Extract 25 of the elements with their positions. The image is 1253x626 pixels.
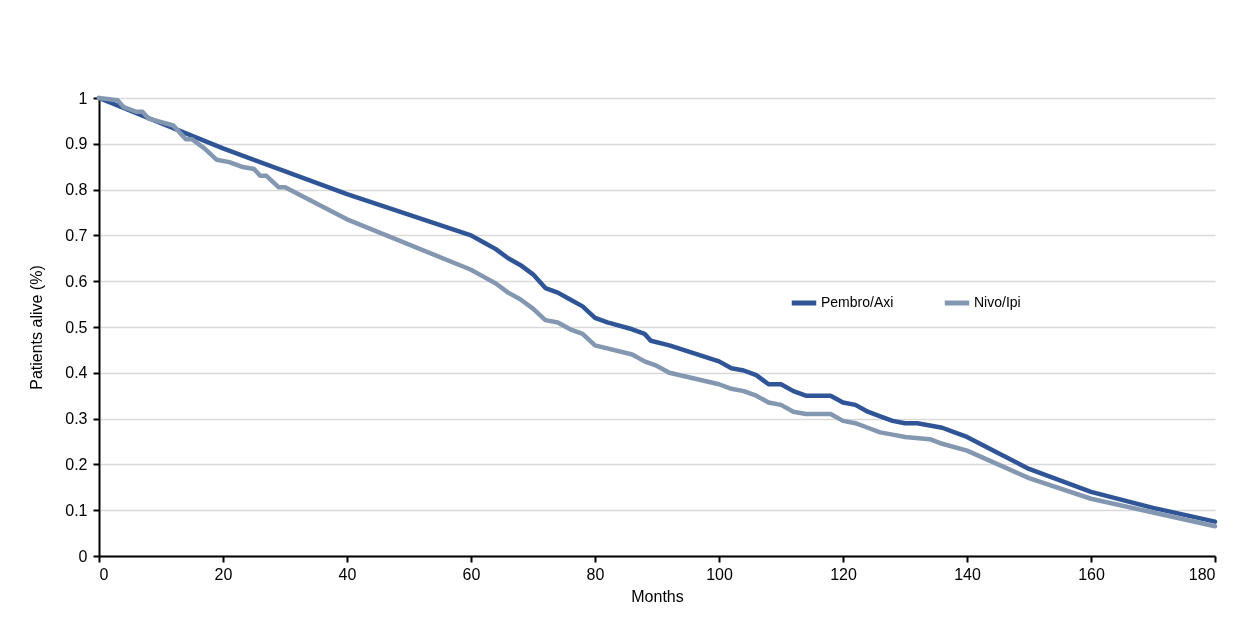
x-tick-label: 80 xyxy=(586,565,605,583)
x-axis-title: Months xyxy=(631,587,684,605)
y-tick-label: 0.4 xyxy=(65,364,88,382)
x-tick-label: 120 xyxy=(830,565,857,583)
y-tick-label: 0.6 xyxy=(65,272,88,290)
y-tick-label: 1 xyxy=(78,89,88,107)
y-tick-label: 0.7 xyxy=(65,226,88,244)
y-tick-label: 0 xyxy=(78,547,88,565)
y-tick-label: 0.5 xyxy=(65,318,88,336)
x-tick-label: 60 xyxy=(462,565,481,583)
legend-label: Nivo/Ipi xyxy=(974,294,1021,310)
x-tick-label: 180 xyxy=(1188,565,1216,583)
y-tick-label: 0.8 xyxy=(65,181,88,199)
y-tick-label: 0.1 xyxy=(65,501,88,519)
x-tick-label: 160 xyxy=(1078,565,1105,583)
x-tick-label: 40 xyxy=(338,565,357,583)
x-tick-label: 100 xyxy=(706,565,733,583)
x-tick-label: 20 xyxy=(214,565,233,583)
y-tick-label: 0.3 xyxy=(65,410,88,428)
y-tick-label: 0.9 xyxy=(65,135,88,153)
legend-label: Pembro/Axi xyxy=(821,294,894,310)
x-tick-label: 0 xyxy=(99,565,109,583)
x-tick-label: 140 xyxy=(954,565,981,583)
y-tick-label: 0.2 xyxy=(65,455,88,473)
y-axis-title: Patients alive (%) xyxy=(28,265,46,390)
